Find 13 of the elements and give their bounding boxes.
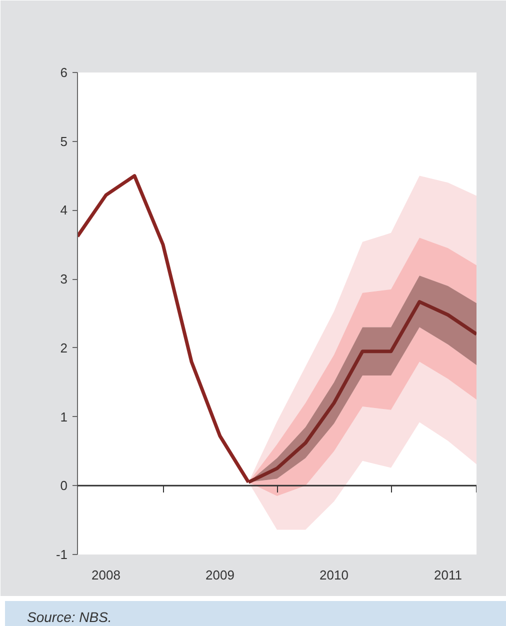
source-note: Source: NBS. (27, 608, 112, 626)
y-tick-label: 0 (60, 478, 68, 494)
y-tick-label: 3 (60, 272, 68, 287)
y-tick-label: 6 (60, 65, 68, 80)
x-tick-label: 2010 (320, 568, 348, 582)
y-tick-label: 5 (60, 134, 68, 149)
x-tick-label: 2008 (92, 568, 120, 582)
y-tick-label: 1 (60, 409, 68, 424)
x-tick-label: 2009 (206, 568, 234, 582)
y-tick-label: 4 (60, 202, 68, 218)
y-tick-label: 2 (60, 340, 68, 356)
y-tick-label: -1 (56, 547, 68, 562)
x-tick-label: 2011 (434, 568, 462, 582)
